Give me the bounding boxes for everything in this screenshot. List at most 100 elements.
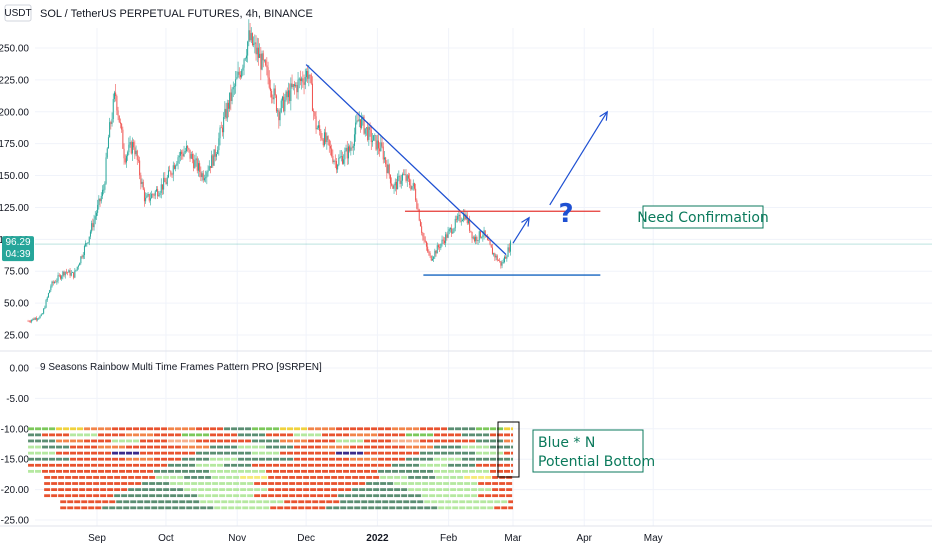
heatmap-cell — [128, 494, 135, 498]
candle-body — [85, 243, 87, 247]
heatmap-cell — [366, 482, 373, 485]
candle-body — [375, 135, 377, 150]
rainbow-heatmap — [28, 427, 513, 510]
heatmap-cell — [308, 451, 315, 455]
potential-bottom-box[interactable] — [532, 429, 644, 473]
heatmap-cell — [212, 494, 219, 498]
heatmap-cell — [273, 451, 280, 455]
breakout-arrow — [512, 217, 530, 244]
candle-body — [164, 177, 166, 183]
heatmap-cell — [338, 488, 345, 491]
heatmap-cell — [494, 500, 501, 504]
heatmap-cell — [266, 445, 273, 449]
heatmap-cell — [147, 451, 154, 455]
heatmap-cell — [406, 463, 413, 467]
heatmap-cell — [338, 494, 345, 498]
heatmap-cell — [72, 488, 79, 491]
heatmap-cell — [212, 488, 219, 491]
candle-body — [459, 214, 461, 222]
heatmap-cell — [497, 463, 504, 467]
time-axis[interactable]: Sep Oct Nov Dec 2022 Feb Mar Apr May — [88, 533, 663, 544]
heatmap-cell — [191, 494, 198, 498]
candle-body — [376, 140, 378, 150]
drawings[interactable] — [305, 64, 608, 276]
heatmap-cell — [67, 500, 74, 504]
candle-body — [297, 79, 299, 93]
time-tick-label: Oct — [158, 533, 174, 544]
last-bars-highlight-box[interactable] — [497, 421, 520, 478]
heatmap-cell — [427, 433, 434, 437]
heatmap-cell — [415, 488, 422, 491]
heatmap-cell — [261, 494, 268, 498]
heatmap-cell — [294, 433, 301, 437]
need-confirmation-box[interactable] — [642, 205, 764, 229]
candle-body — [56, 280, 58, 283]
heatmap-cell — [429, 482, 436, 485]
heatmap-cell — [35, 427, 42, 431]
heatmap-cell — [308, 427, 315, 431]
heatmap-cell — [457, 482, 464, 485]
heatmap-cell — [189, 457, 196, 461]
heatmap-cell — [63, 445, 70, 449]
heatmap-cell — [28, 469, 35, 473]
heatmap-cell — [483, 469, 490, 473]
candle-body — [344, 151, 346, 160]
heatmap-cell — [401, 476, 408, 479]
heatmap-cell — [35, 469, 42, 473]
heatmap-cell — [49, 463, 56, 467]
heatmap-cell — [235, 506, 242, 510]
candle-body — [347, 146, 349, 159]
currency-badge[interactable] — [4, 4, 32, 22]
heatmap-cell — [233, 494, 240, 498]
candle-body — [316, 127, 318, 130]
candle-body — [27, 320, 29, 322]
candle-body — [467, 219, 469, 224]
heatmap-cell — [84, 445, 91, 449]
heatmap-cell — [511, 451, 513, 455]
heatmap-cell — [476, 445, 483, 449]
heatmap-cell — [315, 445, 322, 449]
candle-body — [165, 182, 167, 185]
heatmap-cell — [100, 476, 107, 479]
candle-body — [33, 318, 35, 320]
heatmap-cell — [296, 494, 303, 498]
candle-body — [189, 149, 191, 159]
heatmap-cell — [63, 439, 70, 443]
candle-body — [398, 176, 400, 177]
candle-body — [190, 154, 192, 159]
heatmap-cell — [310, 494, 317, 498]
heatmap-cell — [70, 439, 77, 443]
heatmap-cell — [289, 482, 296, 485]
heatmap-cell — [380, 476, 387, 479]
heatmap-cell — [189, 445, 196, 449]
heatmap-cell — [109, 506, 116, 510]
heatmap-cell — [485, 494, 492, 498]
heatmap-cell — [233, 482, 240, 485]
heatmap-cell — [126, 457, 133, 461]
heatmap-cell — [266, 469, 273, 473]
heatmap-cell — [105, 439, 112, 443]
heatmap-cell — [79, 494, 86, 498]
heatmap-cell — [126, 427, 133, 431]
heatmap-cell — [408, 482, 415, 485]
candle-body — [329, 146, 331, 149]
candle-body — [286, 91, 288, 98]
indicator-axis[interactable]: 0.00 -5.00 -10.00 -15.00 -20.00 -25.00 — [1, 364, 30, 527]
heatmap-cell — [410, 506, 417, 510]
candle-body — [333, 160, 335, 163]
candle-body — [109, 122, 111, 138]
heatmap-cell — [389, 500, 396, 504]
heatmap-cell — [196, 457, 203, 461]
heatmap-cell — [429, 476, 436, 479]
candle-body — [279, 111, 281, 121]
candle-body — [199, 163, 201, 172]
heatmap-cell — [91, 457, 98, 461]
candle-body — [310, 74, 312, 84]
heatmap-cell — [88, 500, 95, 504]
heatmap-cell — [441, 457, 448, 461]
heatmap-cell — [427, 457, 434, 461]
heatmap-cell — [112, 427, 119, 431]
heatmap-cell — [492, 488, 499, 491]
heatmap-cell — [119, 469, 126, 473]
heatmap-cell — [399, 463, 406, 467]
